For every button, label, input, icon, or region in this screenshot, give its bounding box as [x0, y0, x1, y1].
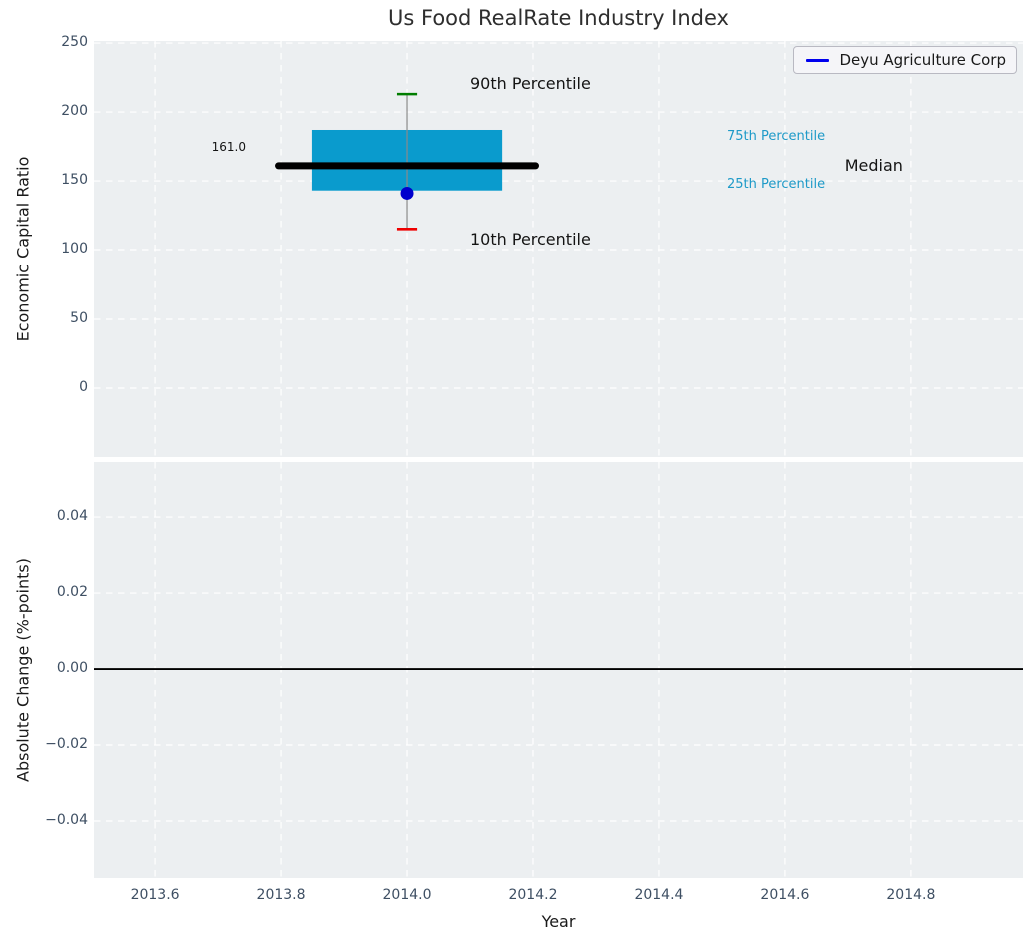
annotation-25th-percentile: 25th Percentile [726, 177, 826, 193]
annotation-75th-percentile: 75th Percentile [726, 128, 826, 144]
top-y-tick-label: 200 [61, 103, 88, 120]
top-y-tick-label: 100 [61, 241, 88, 258]
bottom-plot-area [94, 462, 1023, 878]
annotation-90th-percentile: 90th Percentile [470, 74, 591, 94]
annotation-10th-percentile: 10th Percentile [470, 230, 591, 250]
top-y-axis-label: Economic Capital Ratio [13, 156, 33, 342]
x-tick-label: 2014.6 [760, 887, 810, 903]
chart-title: Us Food RealRate Industry Index [388, 6, 729, 30]
legend-line-swatch [806, 58, 830, 62]
bottom-y-axis-label: Absolute Change (%-points) [13, 558, 33, 782]
x-tick-label: 2014.4 [634, 887, 684, 903]
company-point [400, 186, 414, 200]
legend-label: Deyu Agriculture Corp [839, 51, 1006, 69]
x-tick-label: 2013.6 [130, 887, 180, 903]
bottom-y-tick-label: −0.02 [45, 736, 88, 753]
top-y-tick-label: 50 [70, 310, 88, 327]
x-tick-label: 2013.8 [256, 887, 306, 903]
annotation-161-0: 161.0 [211, 139, 246, 154]
bottom-y-tick-label: −0.04 [45, 812, 88, 828]
annotation-median: Median [844, 155, 903, 175]
bottom-y-tick-label: 0.02 [56, 584, 88, 601]
x-axis-label: Year [541, 912, 576, 931]
bottom-y-tick-label: 0.00 [56, 660, 88, 677]
top-y-tick-label: 0 [79, 379, 88, 395]
x-tick-label: 2014.8 [886, 887, 936, 903]
top-y-tick-label: 250 [61, 34, 88, 51]
x-tick-label: 2014.0 [382, 887, 432, 903]
x-tick-label: 2014.2 [508, 887, 558, 903]
bottom-y-tick-label: 0.04 [56, 508, 88, 525]
top-y-tick-label: 150 [61, 172, 88, 189]
legend: Deyu Agriculture Corp [793, 46, 1017, 74]
